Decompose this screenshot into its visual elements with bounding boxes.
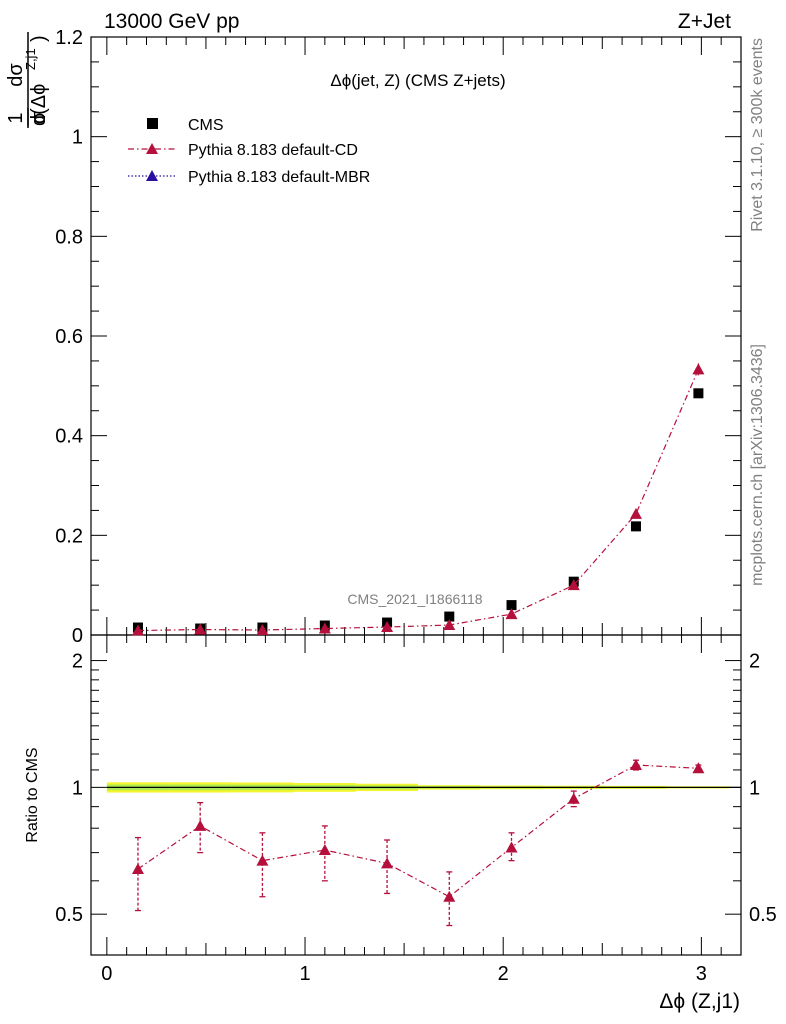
legend-marker-cd: [146, 143, 158, 154]
main-ytick-label: 0: [72, 625, 83, 647]
plot-title: Δϕ(jet, Z) (CMS Z+jets): [330, 71, 505, 90]
x-tick-label: 1: [299, 963, 310, 985]
legend: CMS Pythia 8.183 default-CD Pythia 8.183…: [128, 117, 370, 186]
main-ytick-label: 1.2: [55, 27, 83, 49]
series-point-cms: [506, 600, 517, 611]
legend-label-cd: Pythia 8.183 default-CD: [188, 142, 358, 159]
watermark: CMS_2021_I1866118: [347, 591, 482, 607]
x-tick-label: 0: [101, 963, 112, 985]
legend-label-mbr: Pythia 8.183 default-MBR: [188, 169, 370, 186]
main-ytick-label: 0.4: [55, 426, 83, 448]
ratio-line-cd: [137, 764, 699, 898]
ratio-point-cd: [692, 762, 705, 774]
main-ytick-label: 0.2: [55, 525, 83, 547]
ratio-ylabel: Ratio to CMS: [24, 747, 41, 842]
series-point-cd: [131, 624, 144, 636]
ratio-ytick-label-left: 0.5: [55, 904, 83, 926]
process-label: Z+Jet: [678, 10, 731, 33]
main-ytick-label: 1: [72, 127, 83, 149]
ratio-ytick-label-right: 2: [749, 651, 760, 673]
series-point-cd: [318, 622, 331, 634]
series-point-cms: [693, 388, 704, 399]
main-ylabel: 1 σ dσ d(Δϕ Z,j1 ): [5, 32, 50, 128]
x-axis-label: Δϕ (Z,j1): [659, 990, 740, 1013]
ylabel-den: d(Δϕ: [28, 84, 50, 126]
legend-label-cms: CMS: [188, 117, 224, 134]
legend-marker-mbr: [146, 170, 158, 181]
series-point-cms: [630, 521, 641, 532]
ratio-point-cd: [629, 759, 642, 771]
series-point-cd: [505, 608, 518, 620]
ylabel-num: dσ: [5, 63, 27, 87]
ratio-point-cd: [443, 890, 456, 902]
ratio-point-cd: [194, 819, 207, 831]
ratio-point-cd: [381, 857, 394, 869]
series-point-cms: [444, 611, 455, 622]
ylabel-sup: Z,j1: [23, 48, 38, 70]
series-point-cd: [692, 363, 705, 375]
series-point-cd: [629, 507, 642, 519]
ratio-point-cd: [505, 841, 518, 853]
ratio-ytick-label-right: 0.5: [749, 904, 777, 926]
ylabel-frac-den: σ: [28, 111, 50, 124]
rivet-label: Rivet 3.1.10, ≥ 300k events: [749, 38, 766, 232]
ratio-ytick-label-left: 2: [72, 651, 83, 673]
ylabel-close: ): [28, 35, 50, 42]
mcplots-label: mcplots.cern.ch [arXiv:1306.3436]: [749, 344, 766, 586]
ratio-point-cd: [567, 792, 580, 804]
ratio-frame: [90, 634, 742, 956]
main-axes: 0 0.2 0.4 0.6 0.8 1 1.2: [55, 27, 742, 647]
ylabel-frac-num: 1: [5, 112, 27, 123]
series-point-cd: [567, 579, 580, 591]
main-series: [131, 363, 705, 636]
ratio-point-cd: [318, 844, 331, 856]
ratio-axes: 0 1 2 3 0.5 0.5 1 1 2 2: [55, 634, 777, 985]
series-line-cd: [137, 369, 699, 632]
series-point-cd: [194, 623, 207, 635]
ratio-series: [106, 759, 741, 927]
energy-label: 13000 GeV pp: [104, 10, 239, 33]
series-point-cd: [443, 619, 456, 631]
ratio-ytick-label-right: 1: [749, 777, 760, 799]
series-point-cd: [381, 621, 394, 633]
ratio-point-cd: [131, 863, 144, 875]
ratio-point-cd: [256, 854, 269, 866]
main-ytick-label: 0.6: [55, 326, 83, 348]
series-point-cd: [256, 624, 269, 636]
ratio-ytick-label-left: 1: [72, 777, 83, 799]
x-tick-label: 2: [498, 963, 509, 985]
x-tick-label: 3: [696, 963, 707, 985]
main-ytick-label: 0.8: [55, 226, 83, 248]
legend-marker-cms: [147, 118, 158, 129]
